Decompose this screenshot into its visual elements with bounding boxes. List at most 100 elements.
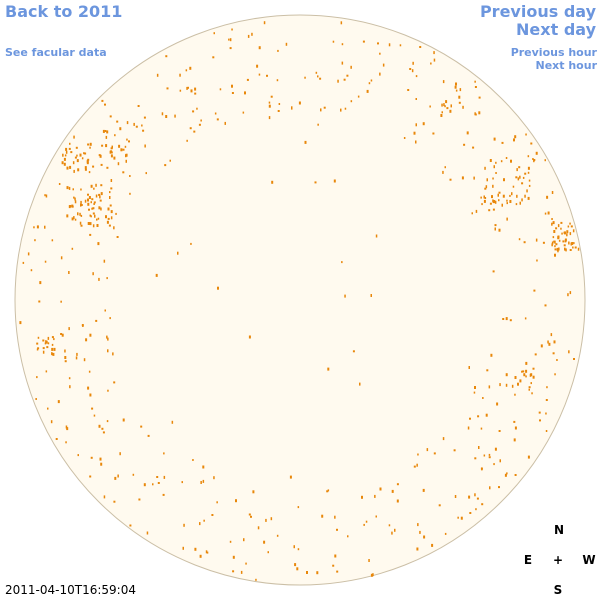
facula-dot [229,38,232,42]
facula-dot [375,234,378,238]
facula-dot [438,504,441,507]
facula-dot [88,196,91,199]
facula-dot [502,318,505,320]
facula-dot [560,221,563,224]
facula-dot [79,221,82,225]
facula-dot [412,61,414,65]
facula-dot [304,140,307,144]
back-link[interactable]: Back to 2011 [5,2,122,21]
facula-dot [492,184,494,188]
facula-dot [362,40,365,43]
facula-dot [217,286,219,290]
facula-dot [315,71,318,74]
facula-dot [536,259,538,262]
facula-dot [228,38,230,41]
facula-dot [482,397,484,399]
facula-dot [449,178,452,181]
facula-dot [80,188,82,191]
facula-dot [192,110,195,113]
facula-dot [268,116,271,120]
facula-dot [332,40,335,43]
facula-dot [466,131,469,135]
facula-dot [213,476,215,480]
facula-dot [563,244,566,247]
facula-dot [50,420,53,424]
facula-dot [340,108,342,112]
facula-dot [341,43,344,46]
next-day-link[interactable]: Next day [516,20,597,39]
previous-hour-link[interactable]: Previous hour [511,46,598,59]
facula-dot [125,159,127,163]
facula-dot [87,143,90,146]
facula-dot [129,524,132,527]
facula-dot [108,224,111,227]
facula-dot [64,356,67,359]
facula-dot [442,170,444,174]
facula-dot [90,201,92,204]
next-hour-link[interactable]: Next hour [536,59,598,72]
facula-dot [359,382,361,386]
facula-dot [513,438,516,442]
facula-dot [100,184,103,187]
facula-dot [257,526,260,530]
facula-dot [98,193,101,196]
facula-dot [91,407,94,410]
facula-dot [122,418,125,422]
facula-dot [486,369,489,372]
previous-day-link[interactable]: Previous day [480,2,597,21]
facula-dot [194,87,197,91]
facula-dot [110,216,113,220]
facula-dot [66,214,69,218]
facula-dot [205,550,208,554]
facula-dot [462,105,464,109]
facula-dot [442,80,445,84]
facula-dot [37,336,40,339]
facula-dot [560,227,562,230]
facula-dot [147,434,150,437]
facula-dot [519,175,521,179]
facula-dot [569,222,571,225]
facula-dot [144,144,146,148]
facula-dot [276,534,279,537]
facula-dot [171,420,174,424]
facula-dot [140,425,143,428]
facula-dot [106,335,108,339]
facula-dot [468,366,470,369]
facula-dot [177,251,179,255]
facula-dot [235,499,237,503]
facula-dot [473,176,475,180]
facula-dot [455,82,457,86]
facula-dot [64,154,67,157]
facula-dot [343,78,346,81]
facula-dot [504,473,507,477]
facula-dot [163,452,165,455]
facula-dot [433,51,435,55]
facula-dot [65,150,68,154]
facula-dot [550,333,553,337]
facula-dot [104,309,106,312]
facula-dot [498,199,500,202]
facula-dot [104,103,106,106]
facula-dot [114,476,117,480]
facula-dot [454,85,457,89]
facula-dot [73,196,75,199]
facula-dot [327,489,330,492]
facula-dot [84,166,87,170]
facula-dot [248,335,251,339]
facula-dot [93,414,96,417]
facula-dot [297,506,300,509]
facular-link[interactable]: See facular data [5,46,107,59]
facula-dot [454,495,457,498]
facula-dot [199,554,202,558]
facula-dot [71,247,74,250]
facula-dot [506,202,508,205]
facula-dot [120,148,123,152]
facula-dot [528,386,531,389]
facula-dot [518,238,521,241]
facula-dot [461,176,464,180]
facula-dot [61,161,64,165]
facula-dot [494,200,497,204]
facula-dot [327,367,330,371]
facula-dot [474,386,476,389]
facula-dot [528,184,531,187]
